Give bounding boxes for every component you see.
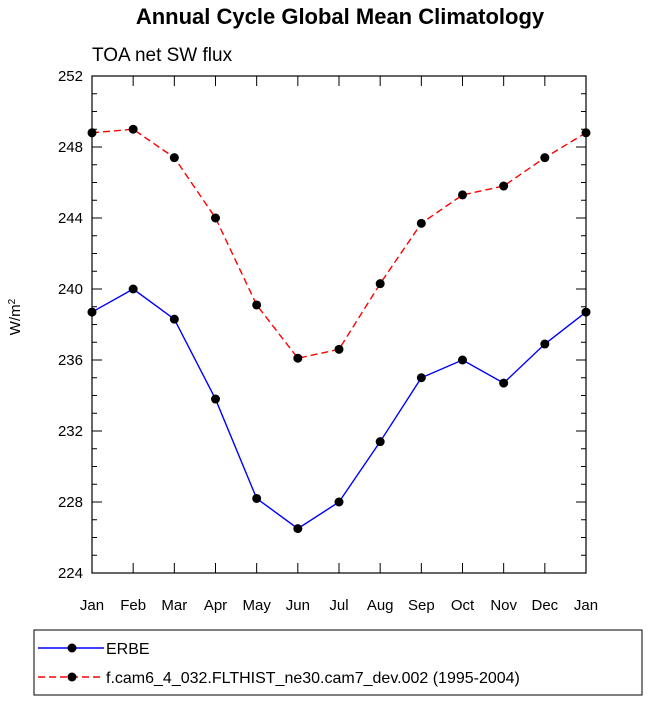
x-tick-label: Jul <box>329 597 348 614</box>
data-point <box>252 300 262 310</box>
x-tick-label: Dec <box>531 597 558 614</box>
y-axis: 224 228 232 236 240 244 248 252 <box>58 68 586 582</box>
legend-marker <box>67 672 77 682</box>
chart-title: Annual Cycle Global Mean Climatology <box>136 4 545 29</box>
data-point <box>211 394 220 404</box>
data-point <box>128 124 138 134</box>
data-point <box>293 524 303 534</box>
data-point <box>540 153 550 163</box>
legend: ERBE f.cam6_4_032.FLTHIST_ne30.cam7_dev.0… <box>38 641 520 687</box>
data-point <box>375 279 385 289</box>
data-point <box>416 373 426 383</box>
x-tick-label: Jun <box>286 597 310 614</box>
data-point <box>128 284 138 294</box>
x-tick-label: Aug <box>367 597 394 614</box>
y-tick-label: 232 <box>58 423 83 440</box>
data-point <box>293 353 303 363</box>
x-axis: Jan Feb Mar Apr May Jun Jul Aug Sep Oct Nov Dec Jan <box>80 76 598 614</box>
legend-marker <box>67 643 77 653</box>
data-point <box>334 344 344 354</box>
x-tick-label: Feb <box>120 597 146 614</box>
x-tick-label: Oct <box>451 597 475 614</box>
chart-subtitle: TOA net SW flux <box>92 45 233 66</box>
x-tick-label: May <box>242 597 271 614</box>
data-point <box>499 378 509 388</box>
x-tick-label: Jan <box>80 597 104 614</box>
x-tick-label: Sep <box>408 597 435 614</box>
y-tick-label: 236 <box>58 352 83 369</box>
data-point <box>416 218 426 228</box>
data-point <box>252 493 262 503</box>
y-tick-label: 248 <box>58 139 83 156</box>
x-tick-label: Nov <box>490 597 517 614</box>
y-tick-label: 224 <box>58 565 83 582</box>
y-tick-label: 244 <box>58 210 83 227</box>
data-point <box>169 153 179 163</box>
data-point <box>458 190 467 200</box>
data-point <box>499 181 509 191</box>
series-line <box>91 128 587 360</box>
legend-box <box>33 629 643 696</box>
series-line <box>91 288 587 530</box>
y-tick-label: 228 <box>58 494 83 511</box>
data-point <box>540 339 550 349</box>
y-axis-label: W/m2 <box>7 298 25 335</box>
legend-label: ERBE <box>106 641 150 658</box>
data-point <box>211 213 220 223</box>
x-tick-label: Mar <box>161 597 187 614</box>
legend-label: f.cam6_4_032.FLTHIST_ne30.cam7_dev.002 (… <box>106 670 520 687</box>
y-tick-label: 252 <box>58 68 83 85</box>
data-point <box>169 314 179 324</box>
x-tick-label: Apr <box>204 597 227 614</box>
data-point <box>458 355 467 365</box>
x-tick-label: Jan <box>574 597 598 614</box>
series-group <box>87 124 591 534</box>
y-tick-label: 240 <box>58 281 83 298</box>
data-point <box>375 437 385 447</box>
data-point <box>334 497 344 507</box>
